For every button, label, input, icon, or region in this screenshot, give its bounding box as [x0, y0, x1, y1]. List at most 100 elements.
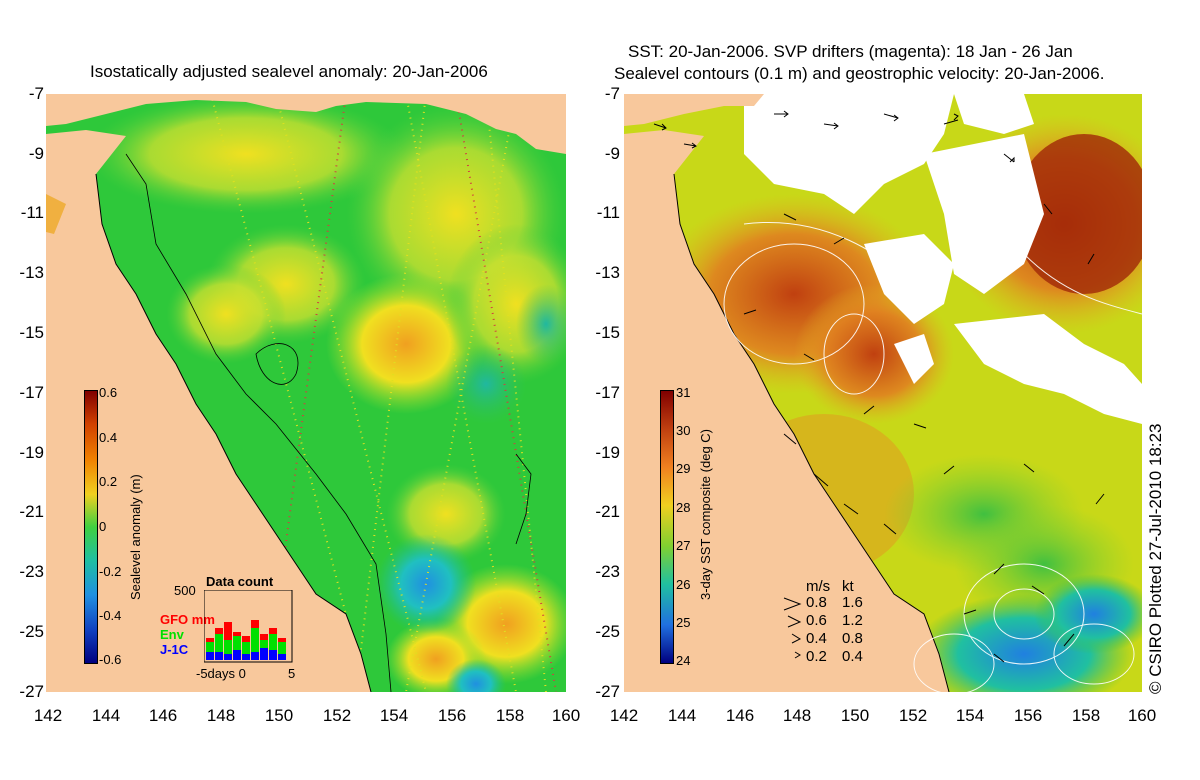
anomaly-high-region	[326, 274, 486, 414]
y-tick: -11	[20, 203, 44, 222]
y-tick: -25	[19, 622, 44, 641]
y-tick: -15	[19, 323, 44, 342]
legend-env: Env	[160, 627, 184, 642]
y-tick: -9	[604, 144, 620, 163]
data-count-histogram	[204, 590, 293, 663]
sealevel-colorbar	[84, 390, 98, 664]
left-panel-title: Isostatically adjusted sealevel anomaly:…	[90, 62, 488, 81]
x-tick: 154	[379, 706, 409, 725]
warm-sst-core	[1014, 134, 1142, 294]
x-tick: 148	[782, 706, 812, 725]
y-tick: -21	[595, 502, 620, 521]
sealevel-anomaly-map	[46, 94, 566, 692]
y-tick: -7	[604, 84, 620, 103]
y-tick: -23	[595, 562, 620, 581]
data-count-ymax: 500	[174, 583, 196, 598]
sst-colorbar-label: 3-day SST composite (deg C)	[698, 429, 713, 600]
plot-credit: © CSIRO Plotted 27-Jul-2010 18:23	[1146, 423, 1165, 694]
x-tick: 160	[1127, 706, 1157, 725]
x-tick: 150	[840, 706, 870, 725]
sealevel-map-svg	[46, 94, 566, 692]
colorbar-tick: 25	[676, 615, 691, 630]
colorbar-tick: 26	[676, 577, 691, 592]
colorbar-tick: 30	[676, 423, 691, 438]
coastline	[673, 173, 950, 692]
x-tick: 152	[898, 706, 928, 725]
new-guinea-landmass	[46, 94, 566, 154]
y-tick: -15	[595, 323, 620, 342]
colorbar-tick: 24	[676, 653, 691, 668]
colorbar-tick: 0.2	[99, 474, 118, 489]
coastal-high-anomaly	[46, 194, 66, 234]
velocity-legend-header-kt: kt	[842, 578, 854, 595]
velocity-vectors	[653, 110, 1105, 663]
velocity-legend-header-ms: m/s	[806, 578, 831, 595]
x-tick: 142	[33, 706, 63, 725]
velocity-kt: 0.8	[842, 630, 863, 647]
arrow-icon	[787, 615, 802, 628]
y-tick: -19	[19, 443, 44, 462]
cloud-mask	[744, 94, 1142, 424]
colorbar-tick: 28	[676, 500, 691, 515]
colorbar-tick: 0.4	[99, 430, 118, 445]
x-tick: 146	[148, 706, 178, 725]
y-tick: -17	[595, 383, 620, 402]
sst-map	[624, 94, 1142, 692]
legend-j1c: J-1C	[160, 642, 189, 657]
anomaly-high-region	[166, 264, 286, 364]
cool-sst-region	[1034, 574, 1142, 654]
x-tick: 144	[667, 706, 697, 725]
reef-contour	[515, 453, 532, 545]
x-tick: 144	[91, 706, 121, 725]
data-count-title: Data count	[206, 574, 274, 589]
y-tick: -21	[19, 502, 44, 521]
y-tick: -27	[19, 682, 44, 701]
velocity-ms: 0.6	[806, 612, 827, 629]
colorbar-tick: 0	[99, 519, 107, 534]
reef-contour	[255, 343, 299, 385]
y-tick: -17	[19, 383, 44, 402]
y-tick: -13	[595, 263, 620, 282]
velocity-kt: 1.6	[842, 594, 863, 611]
anomaly-low-region	[516, 284, 566, 364]
arrow-icon	[783, 597, 802, 611]
shelf-contour	[125, 153, 392, 692]
coastline	[95, 173, 372, 692]
velocity-ms: 0.8	[806, 594, 827, 611]
colorbar-tick: 0.6	[99, 385, 118, 400]
australia-landmass	[624, 130, 949, 692]
velocity-ms: 0.2	[806, 648, 827, 665]
histogram-bars	[206, 620, 286, 660]
velocity-kt: 1.2	[842, 612, 863, 629]
y-tick: -13	[19, 263, 44, 282]
y-tick: -25	[595, 622, 620, 641]
x-tick: 150	[264, 706, 294, 725]
colorbar-tick: 29	[676, 461, 691, 476]
velocity-kt: 0.4	[842, 648, 863, 665]
data-count-xlabel: -5days 0	[196, 666, 246, 681]
histogram-frame	[204, 590, 293, 663]
colorbar-tick: 31	[676, 385, 691, 400]
australia-landmass	[46, 130, 371, 692]
x-tick: 158	[495, 706, 525, 725]
legend-gfo: GFO mm	[160, 612, 215, 627]
y-tick: -23	[19, 562, 44, 581]
sst-map-svg	[624, 94, 1142, 692]
x-tick: 154	[955, 706, 985, 725]
y-tick: -9	[28, 144, 44, 163]
arrow-icon	[794, 651, 801, 659]
anomaly-low-region	[446, 659, 506, 692]
satellite-tracks	[210, 94, 557, 692]
anomaly-high-region	[86, 94, 406, 214]
right-panel-title-line2: Sealevel contours (0.1 m) and geostrophi…	[614, 64, 1105, 83]
velocity-legend-arrows	[783, 597, 802, 659]
x-tick: 152	[322, 706, 352, 725]
arrow-icon	[791, 633, 802, 644]
colorbar-tick: -0.4	[99, 608, 122, 623]
x-tick: 160	[551, 706, 581, 725]
x-tick: 148	[206, 706, 236, 725]
x-tick: 158	[1071, 706, 1101, 725]
y-tick: -19	[595, 443, 620, 462]
x-tick: 156	[1013, 706, 1043, 725]
y-tick: -27	[595, 682, 620, 701]
